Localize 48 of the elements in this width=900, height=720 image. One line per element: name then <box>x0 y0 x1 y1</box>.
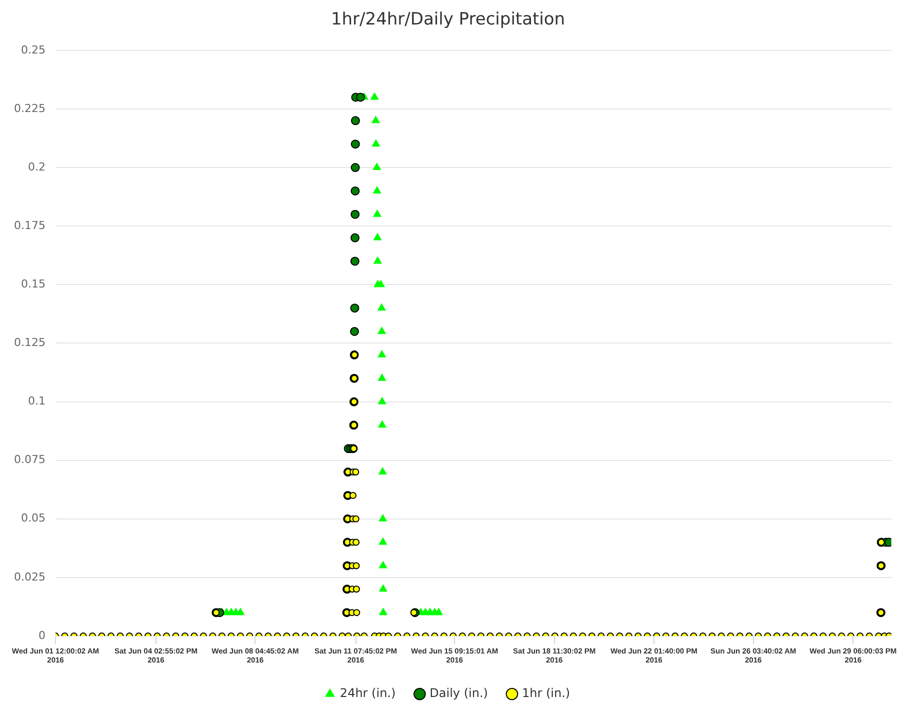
point <box>378 560 388 568</box>
y-tick-label: 0.15 <box>20 278 46 290</box>
point <box>378 420 386 428</box>
point <box>372 209 382 217</box>
point <box>378 608 388 616</box>
point <box>378 514 388 522</box>
point <box>350 233 360 242</box>
point <box>378 396 386 404</box>
point <box>350 326 360 336</box>
y-tick-label: 0.25 <box>20 43 46 56</box>
point <box>434 608 444 616</box>
point <box>378 584 388 592</box>
point <box>376 280 386 288</box>
y-tick-label: 0.075 <box>14 453 46 466</box>
point <box>350 116 360 126</box>
point <box>350 140 360 149</box>
point <box>377 326 386 334</box>
point <box>372 186 382 194</box>
y-tick-label: 0.025 <box>14 570 46 584</box>
point <box>370 92 379 100</box>
point <box>371 116 380 124</box>
y-tick-label: 0.125 <box>14 336 46 350</box>
point <box>378 373 386 381</box>
point <box>350 210 360 219</box>
chart-title: 1hr/24hr/Daily Precipitation <box>330 10 566 30</box>
point <box>373 256 382 264</box>
legend-label: Daily (in.) <box>430 686 488 700</box>
point <box>378 537 388 545</box>
point <box>372 139 380 147</box>
point <box>350 186 360 196</box>
point <box>350 256 360 266</box>
y-tick-label: 0 <box>38 628 46 642</box>
point <box>373 232 382 240</box>
y-tick-label: 0.225 <box>14 102 46 115</box>
point <box>236 608 245 616</box>
point <box>378 467 387 475</box>
point <box>377 303 386 311</box>
legend-label: 24hr (in.) <box>340 686 396 700</box>
y-tick-label: 0.175 <box>14 218 46 232</box>
point <box>356 92 365 102</box>
point <box>378 350 386 358</box>
y-tick-label: 0.2 <box>28 160 46 174</box>
point <box>372 162 382 170</box>
y-tick-label: 0.05 <box>20 512 46 525</box>
point <box>350 163 360 172</box>
point <box>350 304 360 313</box>
legend-label: 1hr (in.) <box>522 686 570 700</box>
y-tick-label: 0.1 <box>28 394 46 408</box>
